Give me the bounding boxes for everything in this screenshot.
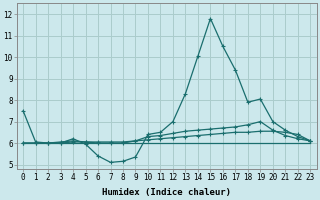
X-axis label: Humidex (Indice chaleur): Humidex (Indice chaleur) [102, 188, 231, 197]
